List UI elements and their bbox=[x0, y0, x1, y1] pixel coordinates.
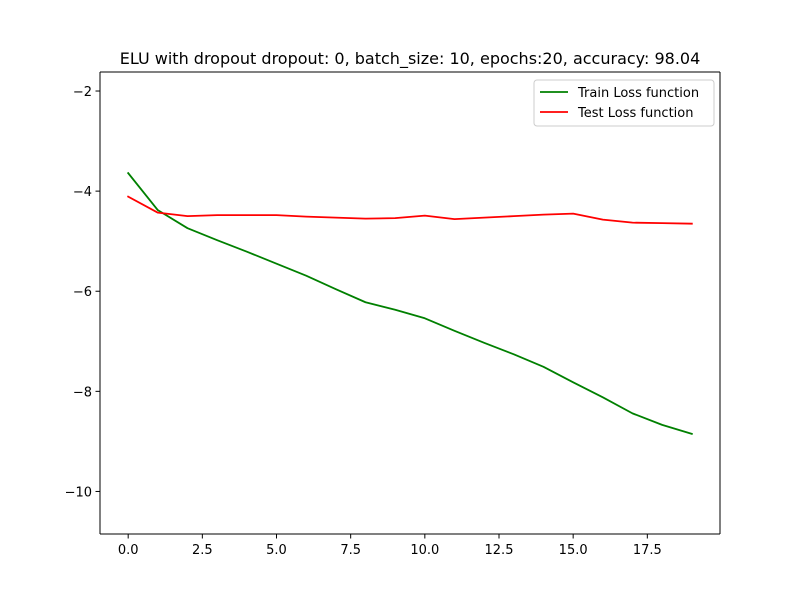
series-line-test-loss bbox=[126, 195, 693, 225]
x-tick-label: 15.0 bbox=[559, 543, 588, 558]
y-axis: −2 −4 −6 −8 −10 bbox=[65, 85, 100, 500]
axes-frame bbox=[99, 71, 721, 535]
legend-label: Train Loss function bbox=[577, 86, 699, 101]
legend: Train Loss function Test Loss function bbox=[533, 79, 715, 127]
series-line-train-loss bbox=[126, 171, 693, 436]
x-tick-label: 10.0 bbox=[410, 543, 439, 558]
x-tick-label: 5.0 bbox=[266, 543, 287, 558]
y-tick-label: −4 bbox=[73, 185, 92, 200]
chart-title: ELU with dropout dropout: 0, batch_size:… bbox=[120, 49, 701, 69]
x-axis: 0.0 2.5 5.0 7.5 10.0 12.5 15.0 17.5 bbox=[118, 534, 662, 558]
x-tick-label: 17.5 bbox=[633, 543, 662, 558]
y-tick-label: −6 bbox=[73, 285, 92, 300]
legend-label: Test Loss function bbox=[577, 106, 693, 121]
plot-area bbox=[100, 72, 720, 534]
y-tick-label: −2 bbox=[73, 85, 92, 100]
x-tick-label: 7.5 bbox=[340, 543, 361, 558]
x-tick-label: 0.0 bbox=[118, 543, 139, 558]
y-tick-label: −8 bbox=[73, 385, 92, 400]
series-layer bbox=[126, 171, 693, 436]
x-tick-label: 12.5 bbox=[485, 543, 514, 558]
plot-background bbox=[100, 72, 720, 534]
x-tick-label: 2.5 bbox=[192, 543, 213, 558]
legend-box bbox=[533, 79, 715, 127]
y-tick-label: −10 bbox=[65, 485, 92, 500]
